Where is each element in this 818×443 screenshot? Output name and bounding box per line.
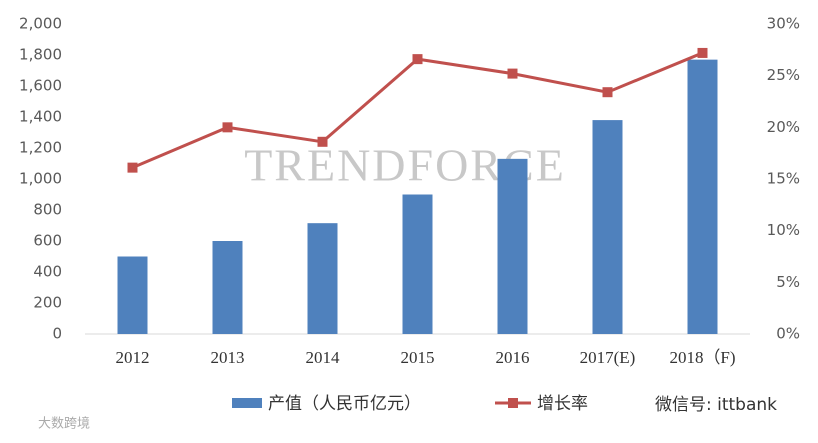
line-marker [127, 162, 138, 173]
line-marker [602, 87, 613, 98]
y-tick-label: 1,800 [19, 46, 62, 64]
y-tick-label: 1,000 [19, 170, 62, 188]
x-tick-label: 2018（F) [669, 348, 735, 367]
bar [497, 158, 528, 334]
source-logo: 大数跨境 [38, 417, 90, 432]
y-tick-label: 1,600 [19, 77, 62, 95]
bar [592, 120, 623, 334]
bar [402, 194, 433, 334]
line-marker [317, 136, 328, 147]
x-tick-label: 2015 [401, 348, 435, 367]
bar [212, 241, 243, 334]
bar [307, 223, 338, 334]
y-tick-label: 0 [52, 325, 62, 343]
x-tick-label: 2012 [116, 348, 150, 367]
y2-tick-label: 25% [767, 66, 800, 84]
y2-tick-label: 5% [776, 273, 800, 291]
y-tick-label: 200 [33, 294, 62, 312]
y-tick-label: 1,200 [19, 139, 62, 157]
y-tick-label: 1,400 [19, 108, 62, 126]
y-tick-label: 400 [33, 263, 62, 281]
y2-tick-label: 10% [767, 221, 800, 239]
bar [117, 256, 148, 334]
legend-swatch [232, 398, 262, 408]
y2-tick-label: 0% [776, 325, 800, 343]
y-tick-label: 800 [33, 201, 62, 219]
line-marker [507, 68, 518, 79]
x-tick-label: 2017(E) [580, 348, 636, 367]
line-marker [412, 54, 423, 65]
legend-swatch [508, 398, 518, 408]
y2-tick-label: 20% [767, 118, 800, 136]
y-tick-label: 2,000 [19, 15, 62, 33]
line-marker [222, 122, 233, 133]
legend-label: 增长率 [537, 394, 588, 414]
y2-tick-label: 30% [767, 15, 800, 33]
x-tick-label: 2016 [496, 348, 530, 367]
x-tick-label: 2013 [211, 348, 245, 367]
wechat-id: 微信号: ittbank [655, 395, 777, 415]
legend-label: 产值（人民币亿元） [268, 394, 421, 414]
y-tick-label: 600 [33, 232, 62, 250]
y2-tick-label: 15% [767, 170, 800, 188]
line-marker [697, 47, 708, 58]
bar [687, 59, 718, 335]
x-tick-label: 2014 [306, 348, 341, 367]
